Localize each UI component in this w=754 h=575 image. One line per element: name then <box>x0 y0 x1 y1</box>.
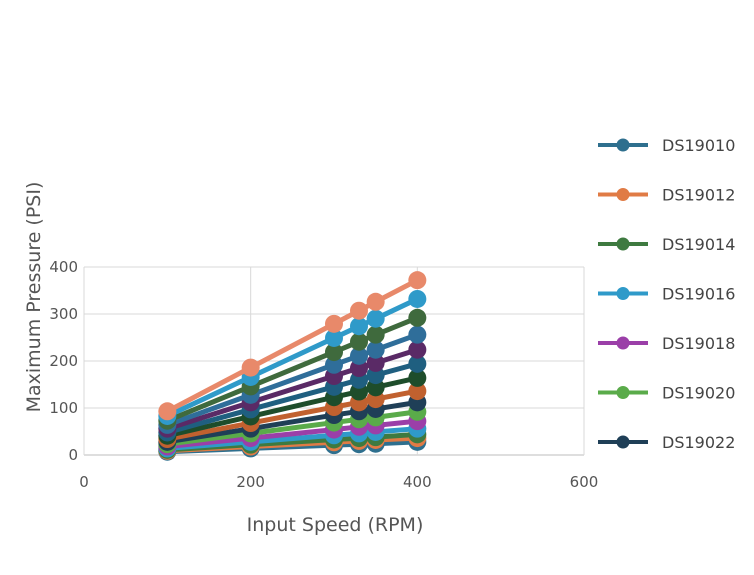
data-point <box>408 271 427 290</box>
legend-item: DS19018 <box>598 334 735 353</box>
data-point <box>366 292 385 311</box>
y-tick-label: 0 <box>68 446 78 464</box>
legend-swatch-marker <box>616 188 630 201</box>
legend-item: DS19022 <box>598 433 735 452</box>
data-point <box>366 353 385 372</box>
legend-swatch-marker <box>616 287 630 300</box>
legend-item: DS19014 <box>598 235 735 254</box>
x-axis-title: Input Speed (RPM) <box>247 514 424 536</box>
legend-swatch-marker <box>616 435 630 449</box>
data-point <box>325 328 343 347</box>
data-point <box>408 354 427 373</box>
data-point <box>325 314 343 333</box>
legend-label: DS19014 <box>662 235 735 254</box>
series-unlabeled-14 <box>158 271 427 421</box>
y-tick-label: 300 <box>49 305 78 323</box>
legend-item: DS19010 <box>598 136 735 155</box>
y-tick-label: 100 <box>49 399 78 417</box>
data-point <box>350 346 368 365</box>
legend-swatch-marker <box>616 138 630 152</box>
y-tick-label: 400 <box>49 258 78 276</box>
data-point <box>366 325 385 344</box>
data-point <box>241 358 260 377</box>
data-point <box>350 332 368 351</box>
legend-label: DS19010 <box>662 136 735 155</box>
data-point <box>408 368 427 387</box>
data-point <box>366 309 385 328</box>
x-tick-label: 400 <box>403 473 432 491</box>
legend-label: DS19020 <box>662 384 735 403</box>
legend-swatch-marker <box>616 336 630 350</box>
legend-swatch-marker <box>616 386 630 399</box>
legend-label: DS19012 <box>662 186 735 205</box>
data-point <box>350 301 368 320</box>
data-point <box>325 343 343 362</box>
legend-label: DS19018 <box>662 334 735 353</box>
legend-item: DS19020 <box>598 384 735 403</box>
legend: DS19010 DS19012 DS19014 DS19016 DS19018 DS190… <box>598 136 735 452</box>
legend-label: DS19022 <box>662 433 735 452</box>
data-point <box>408 308 427 327</box>
x-tick-label: 200 <box>236 473 265 491</box>
data-point <box>408 289 427 308</box>
data-point <box>325 355 343 374</box>
data-point <box>158 402 177 421</box>
series-layer <box>158 271 427 461</box>
data-point <box>350 317 368 336</box>
data-point <box>366 340 385 359</box>
data-point <box>408 325 427 344</box>
tick-labels: 0 100 200 300 400 0 200 400 600 <box>49 258 598 491</box>
data-point <box>408 340 427 359</box>
legend-label: DS19016 <box>662 285 735 304</box>
legend-swatch-marker <box>616 237 630 251</box>
legend-item: DS19016 <box>598 285 735 304</box>
x-tick-label: 0 <box>79 473 89 491</box>
legend-item: DS19012 <box>598 186 735 205</box>
data-point <box>408 382 427 401</box>
y-axis-title: Maximum Pressure (PSI) <box>23 182 45 413</box>
y-tick-label: 200 <box>49 352 78 370</box>
x-tick-label: 600 <box>570 473 599 491</box>
